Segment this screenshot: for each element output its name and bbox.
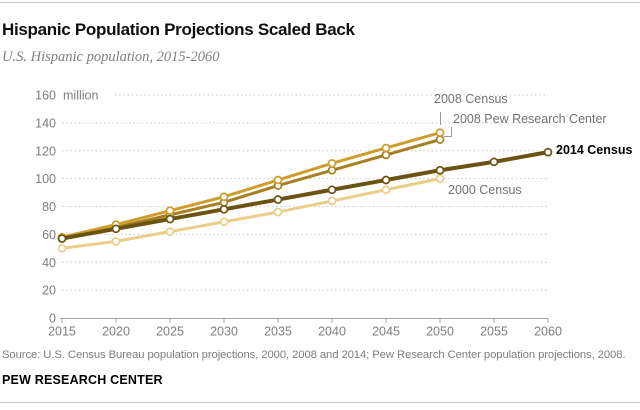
svg-text:2040: 2040 [318, 325, 346, 339]
chart-subtitle: U.S. Hispanic population, 2015-2060 [2, 49, 220, 65]
data-point-2000-census-2015 [57, 243, 67, 253]
svg-text:120: 120 [35, 144, 56, 158]
x-tick-labels: 2015 2020 2025 2030 2035 2040 2045 2050 2055 2060 [48, 325, 562, 339]
data-point-2008-census-2025 [165, 206, 175, 216]
svg-text:2035: 2035 [264, 325, 292, 339]
series-line-2014-census [57, 147, 553, 243]
data-point-2008-pew-research-center-2045 [381, 150, 391, 160]
data-point-2008-census-2050 [435, 128, 445, 137]
data-point-2000-census-2040 [327, 196, 337, 206]
data-point-2014-census-2030 [219, 204, 229, 214]
svg-text:million: million [63, 89, 98, 103]
svg-text:2050: 2050 [426, 325, 454, 339]
annotation-connector-2008-pew [444, 127, 452, 137]
data-point-2008-census-2030 [219, 192, 229, 202]
svg-text:2025: 2025 [156, 325, 184, 339]
annotation-connector-2008-census [440, 112, 441, 125]
data-point-2008-census-2035 [273, 175, 283, 185]
data-point-2008-census-2045 [381, 143, 391, 153]
svg-text:2060: 2060 [534, 325, 562, 339]
gridlines [62, 94, 548, 291]
x-axis [60, 318, 549, 323]
data-point-2008-census-2040 [327, 158, 337, 168]
svg-text:2055: 2055 [480, 325, 508, 339]
source-note: Source: U.S. Census Bureau population pr… [2, 349, 626, 361]
svg-text:140: 140 [35, 116, 56, 130]
y-tick-labels: 0 20 40 60 80 100 120 140 160 million [35, 89, 98, 326]
svg-text:80: 80 [42, 200, 56, 214]
svg-text:2020: 2020 [102, 325, 130, 339]
svg-text:160: 160 [35, 89, 56, 103]
data-point-2014-census-2055 [489, 157, 499, 167]
data-point-2014-census-2035 [273, 195, 283, 204]
data-point-2000-census-2020 [111, 236, 121, 246]
data-point-2014-census-2040 [327, 185, 337, 195]
page-title: Hispanic Population Projections Scaled B… [2, 20, 355, 39]
line-chart: 2015 2020 2025 2030 2035 2040 2045 2050 2055 2060… [0, 85, 640, 345]
svg-text:40: 40 [42, 256, 56, 270]
series-line-2008-census [57, 128, 445, 242]
series-label-2014-census: 2014 Census [556, 143, 633, 157]
pew-research-center-wordmark: PEW RESEARCH CENTER [2, 373, 163, 387]
bottom-rule [0, 402, 640, 403]
svg-text:20: 20 [42, 284, 56, 298]
svg-text:2030: 2030 [210, 325, 238, 339]
data-point-2014-census-2020 [111, 224, 121, 234]
svg-text:60: 60 [42, 228, 56, 242]
svg-text:0: 0 [49, 312, 56, 326]
data-point-2000-census-2045 [381, 185, 391, 195]
series-label-2008-census: 2008 Census [434, 92, 508, 106]
data-point-2000-census-2030 [219, 217, 229, 227]
line-chart-canvas: 2015 2020 2025 2030 2035 2040 2045 2050 2055 2060… [35, 89, 562, 339]
data-point-2000-census-2050 [435, 174, 445, 183]
data-point-2014-census-2045 [381, 175, 391, 185]
data-point-2014-census-2060 [543, 147, 553, 157]
svg-text:2045: 2045 [372, 325, 400, 339]
data-point-2008-pew-research-center-2050 [435, 135, 445, 144]
data-point-2008-pew-research-center-2040 [327, 165, 337, 175]
series-label-2008-pew-research-center: 2008 Pew Research Center [453, 112, 607, 126]
series-line-2000-census [57, 174, 445, 253]
svg-text:2015: 2015 [48, 325, 76, 339]
series-label-2000-census: 2000 Census [448, 183, 522, 197]
svg-text:100: 100 [35, 172, 56, 186]
data-point-2014-census-2025 [165, 214, 175, 224]
data-point-2014-census-2050 [435, 165, 445, 175]
data-point-2000-census-2035 [273, 207, 283, 217]
data-point-2000-census-2025 [165, 227, 175, 236]
top-rule [0, 2, 640, 3]
data-point-2014-census-2015 [57, 234, 67, 243]
